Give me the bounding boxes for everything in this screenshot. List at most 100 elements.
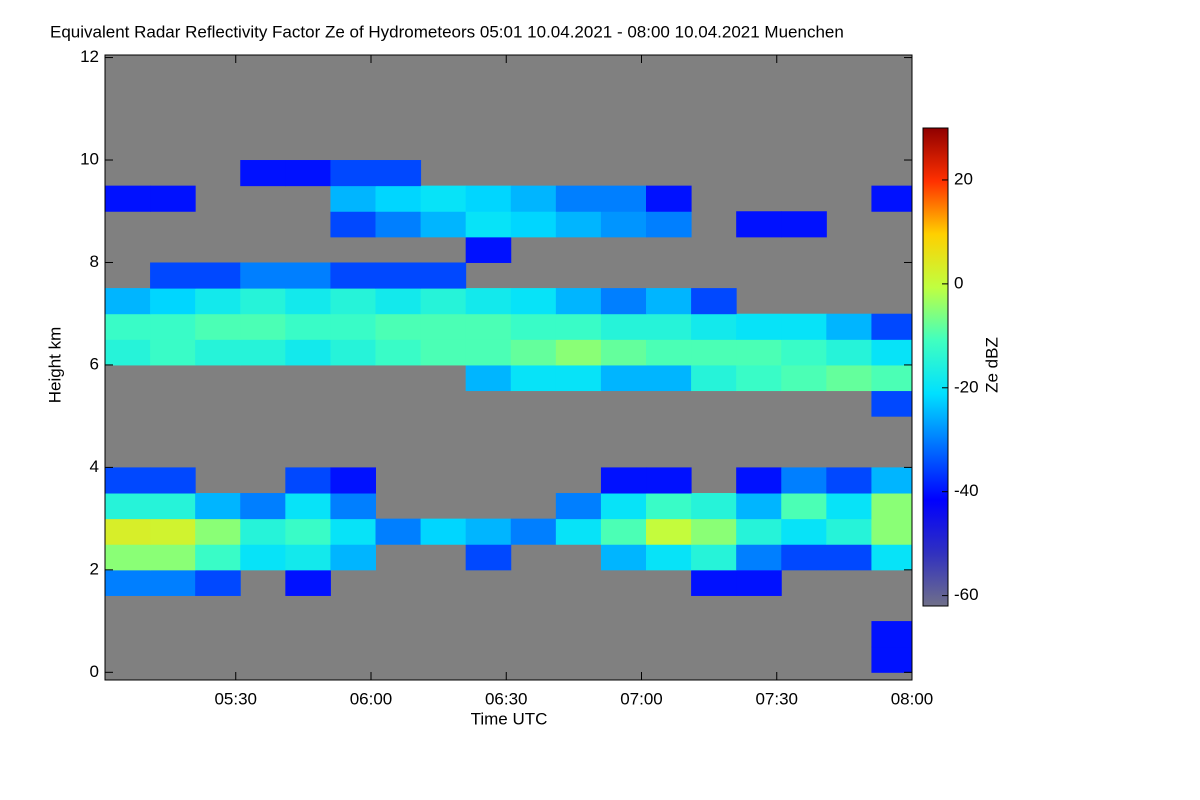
heatmap-cell [330,185,377,212]
heatmap-cell [736,313,782,340]
heatmap-cell [420,313,467,340]
heatmap-cell [465,185,512,212]
y-tick-label: 12 [80,47,99,66]
heatmap-cell [240,518,286,545]
heatmap-cell [781,467,827,494]
heatmap-cell [600,493,647,520]
heatmap-cell [420,288,467,315]
heatmap-cell [330,518,377,545]
heatmap-cell [150,339,196,366]
x-axis-label: Time UTC [471,709,548,728]
heatmap-cell [285,160,331,187]
heatmap-cell [871,339,912,366]
heatmap-cell [240,493,286,520]
heatmap-cell [510,364,557,392]
heatmap-cell [555,211,602,238]
heatmap-cell [465,236,512,263]
heatmap-cell [691,518,737,545]
heatmap-cell [150,569,196,596]
heatmap-cell [646,518,692,545]
heatmap-cell [781,544,827,571]
heatmap-cell [600,185,647,212]
heatmap-cell [285,544,331,571]
heatmap-cell [375,211,422,238]
heatmap-cell [465,364,512,392]
heatmap-cell [330,262,377,289]
heatmap-cell [105,185,151,212]
heatmap-cell [150,185,196,212]
heatmap-cell [736,493,782,520]
heatmap-cell [465,518,512,545]
heatmap-cell [646,467,692,494]
heatmap-cell [105,288,151,315]
heatmap-cell [465,211,512,238]
heatmap-cell [330,313,377,340]
heatmap-cell [736,339,782,366]
colorbar-tick-label: -60 [954,585,979,604]
heatmap-cell [330,493,377,520]
heatmap-cell [105,569,151,596]
y-tick-label: 0 [90,662,99,681]
colorbar-tick-label: 0 [954,273,963,292]
heatmap-cell [871,544,912,571]
heatmap-cell [150,493,196,520]
heatmap-cell [465,313,512,340]
heatmap-cell [510,339,557,366]
heatmap-cell [826,364,872,392]
heatmap-cell [150,313,196,340]
heatmap-cell [691,544,737,571]
heatmap-cell [285,339,331,366]
heatmap-cell [105,313,151,340]
heatmap-cell [240,288,286,315]
heatmap-cell [375,339,422,366]
colorbar-tick-label: -20 [954,377,979,396]
heatmap-cell [691,339,737,366]
heatmap-cell [871,646,912,673]
heatmap-cell [330,339,377,366]
plot-frame [104,54,913,681]
heatmap-cell [871,313,912,340]
heatmap-cell [600,211,647,238]
x-tick-label: 06:30 [485,689,528,708]
heatmap-cell [195,518,241,545]
heatmap-cell [646,339,692,366]
y-axis-label: Height km [45,327,64,404]
heatmap-cell [646,364,692,392]
heatmap-cell [691,569,737,596]
x-tick-label: 05:30 [214,689,257,708]
heatmap-cell [465,288,512,315]
heatmap-cell [105,493,151,520]
heatmap-cell [240,313,286,340]
heatmap-cell [555,364,602,392]
heatmap-cell [646,544,692,571]
y-tick-label: 2 [90,559,99,578]
heatmap-cell [420,211,467,238]
chart-title: Equivalent Radar Reflectivity Factor Ze … [50,22,844,41]
heatmap-cell [510,211,557,238]
heatmap-cell [330,544,377,571]
colorbar-label: Ze dBZ [982,337,1001,393]
heatmap-cell [150,288,196,315]
heatmap-cell [375,313,422,340]
heatmap-cell [600,467,647,494]
heatmap-cell [871,493,912,520]
heatmap-cell [330,160,377,187]
heatmap-cell [781,364,827,392]
heatmap-cell [781,313,827,340]
heatmap-cell [285,313,331,340]
heatmap-cell [555,313,602,340]
heatmap-cell [150,467,196,494]
heatmap-cell [285,262,331,289]
heatmap-cell [285,467,331,494]
heatmap-cell [105,544,151,571]
heatmap-cell [736,467,782,494]
heatmap-cell [600,544,647,571]
heatmap-cell [871,518,912,545]
heatmap-cell [420,518,467,545]
heatmap-cell [420,185,467,212]
heatmap-cell [510,185,557,212]
heatmap-cell [736,211,782,238]
heatmap-cell [105,518,151,545]
heatmap-cell [240,339,286,366]
heatmap-cell [826,313,872,340]
